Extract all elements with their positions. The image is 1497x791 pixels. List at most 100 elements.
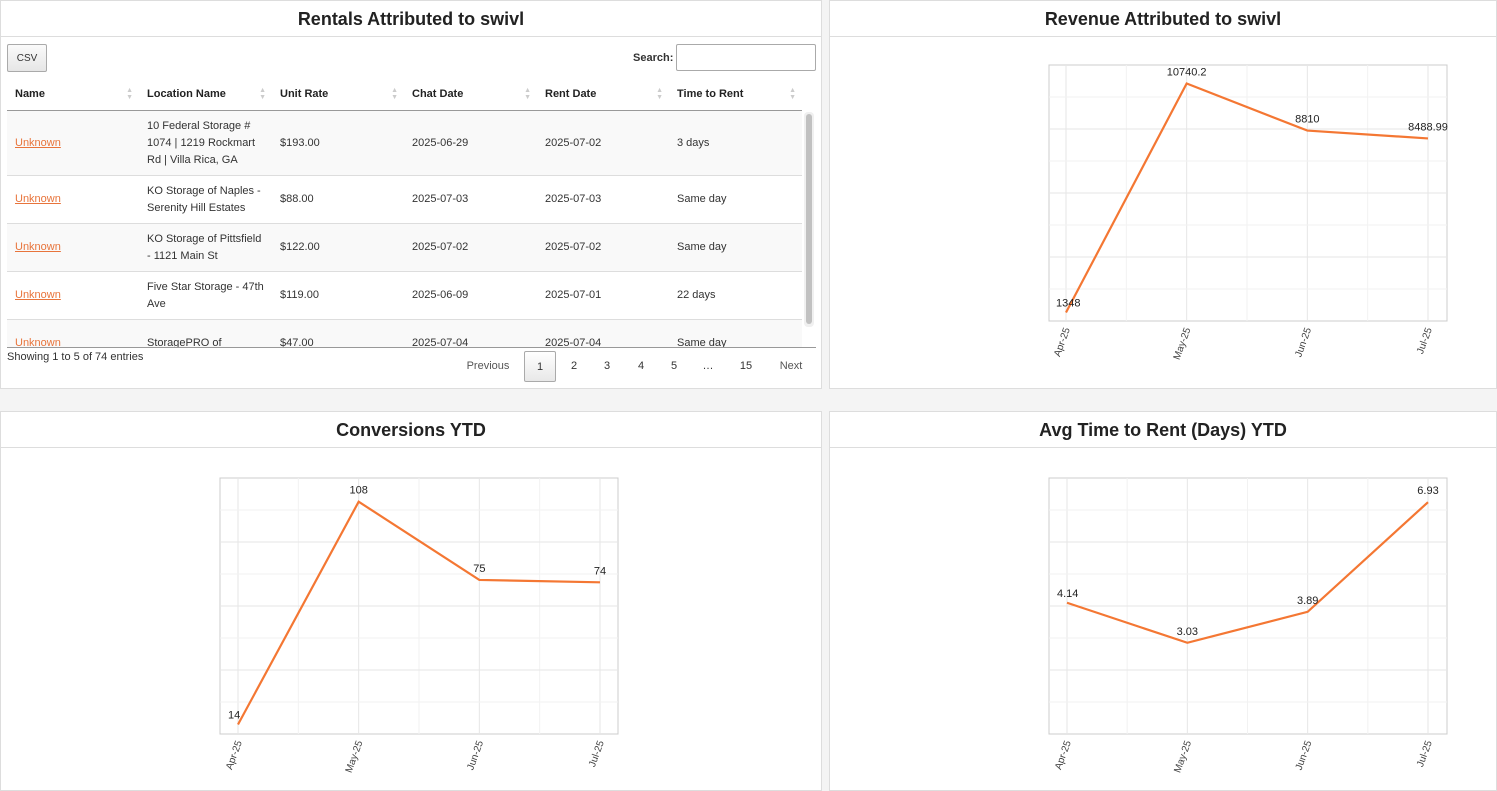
series-line bbox=[237, 500, 601, 726]
plot-area: 4.14 3.03 3.89 6.93 Apr-25 May-25 Jun-25 Jul-25 bbox=[1048, 477, 1448, 775]
sort-icon: ▲ ▼ bbox=[259, 87, 266, 101]
x-tick-label: May-25 bbox=[344, 739, 366, 775]
x-tick-label: Apr-25 bbox=[1052, 326, 1073, 358]
row-name-link[interactable]: Unknown bbox=[15, 337, 61, 347]
pagination-page-1[interactable]: 1 bbox=[524, 351, 556, 382]
rentals-title: Rentals Attributed to swivl bbox=[1, 1, 821, 37]
x-tick-label: May-25 bbox=[1172, 326, 1194, 362]
rentals-panel: Rentals Attributed to swivl CSV Search: … bbox=[0, 0, 822, 389]
row-chat-date: 2025-07-03 bbox=[412, 193, 469, 205]
table-info: Showing 1 to 5 of 74 entries bbox=[7, 351, 144, 363]
data-label: 75 bbox=[473, 563, 485, 575]
pagination-page-4[interactable]: 4 bbox=[637, 360, 645, 372]
data-label: 3.03 bbox=[1177, 626, 1198, 638]
table-row: Unknown StoragePRO of $47.00 2025-07-04 … bbox=[7, 320, 802, 347]
data-label: 1348 bbox=[1056, 298, 1080, 310]
conversions-chart-title: Conversions YTD bbox=[1, 412, 821, 448]
column-header-location[interactable]: Location Name ▲ ▼ bbox=[139, 81, 272, 110]
column-header-label: Time to Rent bbox=[677, 88, 744, 100]
row-rent-date: 2025-07-02 bbox=[545, 136, 602, 149]
table-row: Unknown 10 Federal Storage # 1074 | 1219… bbox=[7, 111, 802, 176]
series-line bbox=[1066, 501, 1429, 644]
table-scrollbar[interactable] bbox=[804, 112, 814, 327]
revenue-chart-title: Revenue Attributed to swivl bbox=[830, 1, 1496, 37]
row-rent-date: 2025-07-03 bbox=[545, 193, 602, 205]
pagination-page-3[interactable]: 3 bbox=[603, 360, 611, 372]
row-name-link[interactable]: Unknown bbox=[15, 193, 61, 205]
row-location: Five Star Storage - 47th Ave bbox=[147, 280, 264, 310]
data-label: 14 bbox=[228, 710, 240, 722]
pagination-page-5[interactable]: 5 bbox=[670, 360, 678, 372]
series-line bbox=[1065, 82, 1429, 314]
row-rent-date: 2025-07-02 bbox=[545, 241, 602, 253]
table-body: Unknown 10 Federal Storage # 1074 | 1219… bbox=[7, 111, 802, 347]
pagination-ellipsis: … bbox=[702, 360, 714, 372]
data-label: 6.93 bbox=[1417, 485, 1438, 497]
column-header-time-to-rent[interactable]: Time to Rent ▲ ▼ bbox=[669, 81, 802, 110]
table-row: Unknown KO Storage of Naples - Serenity … bbox=[7, 176, 802, 224]
row-rent-date: 2025-07-01 bbox=[545, 289, 602, 301]
column-header-name[interactable]: Name ▲ ▼ bbox=[7, 81, 139, 110]
sort-icon: ▲ ▼ bbox=[524, 87, 531, 101]
row-time-to-rent: Same day bbox=[677, 337, 727, 347]
data-label: 108 bbox=[349, 485, 367, 497]
row-time-to-rent: Same day bbox=[677, 241, 727, 253]
row-rent-date: 2025-07-04 bbox=[545, 337, 602, 347]
row-location: 10 Federal Storage # 1074 | 1219 Rockmar… bbox=[147, 119, 256, 166]
revenue-chart: 1348 10740.2 8810 8488.99 Apr-25 May-25 Jun-25… bbox=[1048, 64, 1448, 362]
pagination-page-2[interactable]: 2 bbox=[570, 360, 578, 372]
row-unit-rate: $47.00 bbox=[280, 337, 314, 347]
column-header-rent-date[interactable]: Rent Date ▲ ▼ bbox=[537, 81, 669, 110]
data-label: 74 bbox=[594, 565, 606, 577]
pagination-page-15[interactable]: 15 bbox=[739, 360, 753, 372]
row-unit-rate: $119.00 bbox=[280, 289, 319, 301]
row-unit-rate: $193.00 bbox=[280, 136, 320, 149]
row-time-to-rent: Same day bbox=[677, 193, 727, 205]
row-name-link[interactable]: Unknown bbox=[15, 136, 61, 149]
row-chat-date: 2025-07-04 bbox=[412, 337, 469, 347]
data-label: 3.89 bbox=[1297, 595, 1318, 607]
data-label: 8810 bbox=[1295, 114, 1319, 126]
x-tick-label: Jul-25 bbox=[1415, 326, 1435, 356]
column-header-chat-date[interactable]: Chat Date ▲ ▼ bbox=[404, 81, 537, 110]
row-name-link[interactable]: Unknown bbox=[15, 289, 61, 301]
plot-area: 14 108 75 74 Apr-25 May-25 Jun-25 Jul-25 bbox=[219, 477, 619, 775]
column-header-label: Location Name bbox=[147, 88, 226, 100]
row-location: StoragePRO of bbox=[147, 337, 222, 347]
x-tick-label: Apr-25 bbox=[224, 739, 245, 771]
plot-area: 1348 10740.2 8810 8488.99 Apr-25 May-25 Jun-25… bbox=[1048, 64, 1448, 362]
x-tick-label: Jul-25 bbox=[587, 739, 607, 769]
search-input[interactable] bbox=[676, 44, 816, 71]
sort-icon: ▲ ▼ bbox=[126, 87, 133, 101]
conversions-chart: 14 108 75 74 Apr-25 May-25 Jun-25 Jul-25 bbox=[219, 477, 619, 775]
search-label: Search: bbox=[633, 52, 674, 64]
row-time-to-rent: 22 days bbox=[677, 289, 716, 301]
sort-icon: ▲ ▼ bbox=[391, 87, 398, 101]
row-location: KO Storage of Naples - Serenity Hill Est… bbox=[147, 184, 261, 214]
data-label: 4.14 bbox=[1057, 588, 1078, 600]
data-label: 8488.99 bbox=[1408, 121, 1448, 133]
x-tick-label: Jul-25 bbox=[1415, 739, 1435, 769]
x-tick-label: Apr-25 bbox=[1053, 739, 1074, 771]
data-label: 10740.2 bbox=[1167, 67, 1207, 79]
revenue-panel: Revenue Attributed to swivl 1348 10740.2 8… bbox=[829, 0, 1497, 389]
x-tick-label: May-25 bbox=[1172, 739, 1194, 775]
row-chat-date: 2025-06-29 bbox=[412, 136, 469, 149]
column-header-label: Rent Date bbox=[545, 88, 597, 100]
sort-icon: ▲ ▼ bbox=[656, 87, 663, 101]
row-chat-date: 2025-06-09 bbox=[412, 289, 469, 301]
column-header-unit-rate[interactable]: Unit Rate ▲ ▼ bbox=[272, 81, 404, 110]
row-location: KO Storage of Pittsfield - 1121 Main St bbox=[147, 232, 262, 262]
row-time-to-rent: 3 days bbox=[677, 136, 710, 149]
scrollbar-thumb[interactable] bbox=[806, 114, 812, 324]
pagination-previous[interactable]: Previous bbox=[466, 360, 510, 372]
row-unit-rate: $88.00 bbox=[280, 193, 314, 205]
row-name-link[interactable]: Unknown bbox=[15, 241, 61, 253]
column-header-label: Name bbox=[15, 88, 45, 100]
row-unit-rate: $122.00 bbox=[280, 241, 320, 253]
table-header: Name ▲ ▼ Location Name ▲ ▼ Unit Rate ▲ ▼ Chat … bbox=[7, 81, 802, 111]
csv-button[interactable]: CSV bbox=[7, 44, 47, 72]
avg-time-chart: 4.14 3.03 3.89 6.93 Apr-25 May-25 Jun-25 Jul-25 bbox=[1048, 477, 1448, 775]
pagination-next[interactable]: Next bbox=[779, 360, 803, 372]
table-bottom-border bbox=[7, 347, 816, 348]
